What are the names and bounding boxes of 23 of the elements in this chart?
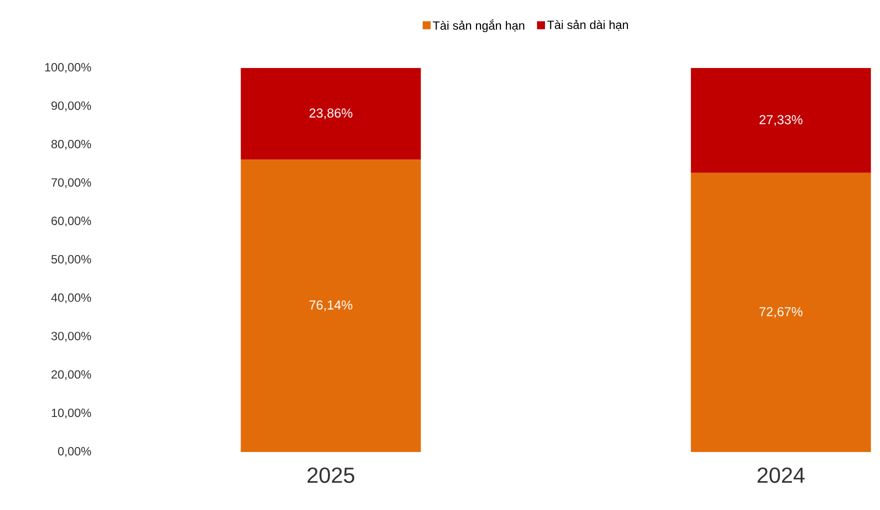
y-tick-label: 60,00%: [52, 216, 92, 227]
y-tick-label: 90,00%: [51, 101, 92, 112]
data-label: 76,14%: [310, 300, 352, 312]
legend-label: Tài sản ngắn hạn: [432, 19, 524, 32]
y-tick-label: 50,00%: [51, 255, 92, 265]
y-tick-label: 100,00%: [45, 63, 92, 73]
bar: [690, 68, 871, 173]
x-tick-label: 2024: [758, 467, 805, 484]
y-tick-label: 80,00%: [51, 140, 92, 150]
y-tick-label: 40,00%: [51, 293, 92, 304]
y-tick-label: 0,00%: [58, 447, 92, 457]
y-tick-label: 10,00%: [52, 408, 92, 419]
y-tick-label: 70,00%: [52, 178, 92, 188]
x-tick-label: 2025: [308, 467, 354, 484]
data-label: 27,33%: [760, 115, 802, 126]
bar: [240, 68, 421, 160]
y-tick-label: 30,00%: [51, 332, 92, 342]
y-tick-label: 20,00%: [52, 370, 92, 380]
data-label: 72,67%: [760, 307, 802, 318]
bar: [690, 172, 871, 452]
legend-label: Tài sản dài hạn: [547, 20, 628, 31]
data-label: 23,86%: [310, 108, 352, 120]
bar: [240, 160, 421, 452]
